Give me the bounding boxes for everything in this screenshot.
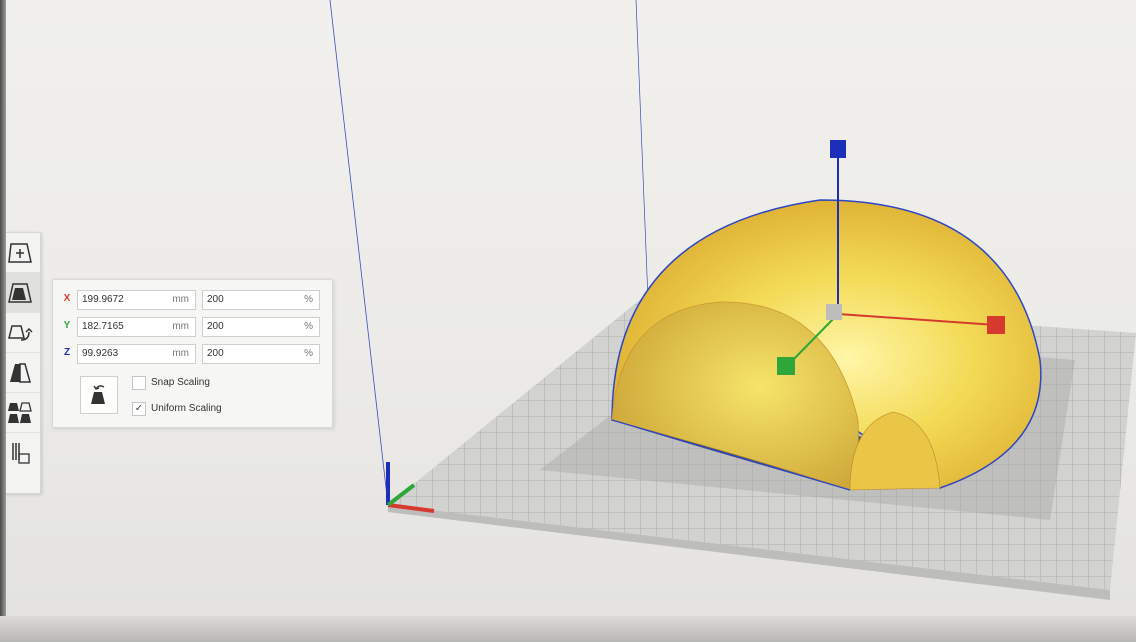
snap-scaling-checkbox[interactable] — [132, 376, 146, 390]
x-scale-row: X 199.9672 mm 200 % — [61, 290, 323, 310]
support-blocker-button[interactable] — [0, 433, 40, 473]
snap-scaling-label: Snap Scaling — [151, 377, 210, 388]
tool-toolbar — [0, 232, 41, 494]
support-blocker-icon — [12, 443, 30, 464]
scale-icon — [8, 282, 32, 303]
center-handle — [826, 304, 842, 320]
scale-panel: X 199.9672 mm 200 % Y 182.7165 mm 200 % … — [52, 279, 333, 428]
scale-reset-icon — [91, 385, 105, 404]
mirror-tool-button[interactable] — [0, 353, 40, 393]
monitor-bottom-edge — [0, 616, 1136, 642]
y-axis-label: Y — [63, 320, 71, 331]
lay-flat-button[interactable] — [80, 376, 118, 414]
z-axis-label: Z — [63, 347, 71, 358]
scale-handles — [777, 140, 1005, 375]
move-tool-button[interactable] — [0, 233, 40, 273]
x-scale-handle — [987, 316, 1005, 334]
uniform-scaling-label: Uniform Scaling — [151, 403, 222, 414]
x-percent-input[interactable]: 200 % — [202, 290, 320, 310]
origin-axes — [386, 462, 435, 513]
z-size-input[interactable]: 99.9263 mm — [77, 344, 196, 364]
y-scale-handle — [777, 357, 795, 375]
y-size-input[interactable]: 182.7165 mm — [77, 317, 196, 337]
z-percent-input[interactable]: 200 % — [202, 344, 320, 364]
x-axis-label: X — [63, 293, 71, 304]
monitor-bezel — [0, 0, 6, 642]
z-scale-handle — [830, 140, 846, 158]
z-scale-row: Z 99.9263 mm 200 % — [61, 344, 323, 364]
per-model-settings-icon — [8, 401, 32, 423]
rotate-icon — [8, 324, 33, 341]
move-icon — [8, 242, 32, 263]
x-size-input[interactable]: 199.9672 mm — [77, 290, 196, 310]
build-volume-edge — [635, 0, 649, 301]
model-dome — [611, 199, 1042, 491]
mirror-icon — [10, 362, 31, 383]
y-percent-input[interactable]: 200 % — [202, 317, 320, 337]
uniform-scaling-checkbox[interactable]: ✓ — [132, 402, 146, 416]
scale-tool-button[interactable] — [0, 273, 40, 313]
per-model-settings-button[interactable] — [0, 393, 40, 433]
y-scale-row: Y 182.7165 mm 200 % — [61, 317, 323, 337]
rotate-tool-button[interactable] — [0, 313, 40, 353]
build-volume-edge — [329, 0, 389, 506]
